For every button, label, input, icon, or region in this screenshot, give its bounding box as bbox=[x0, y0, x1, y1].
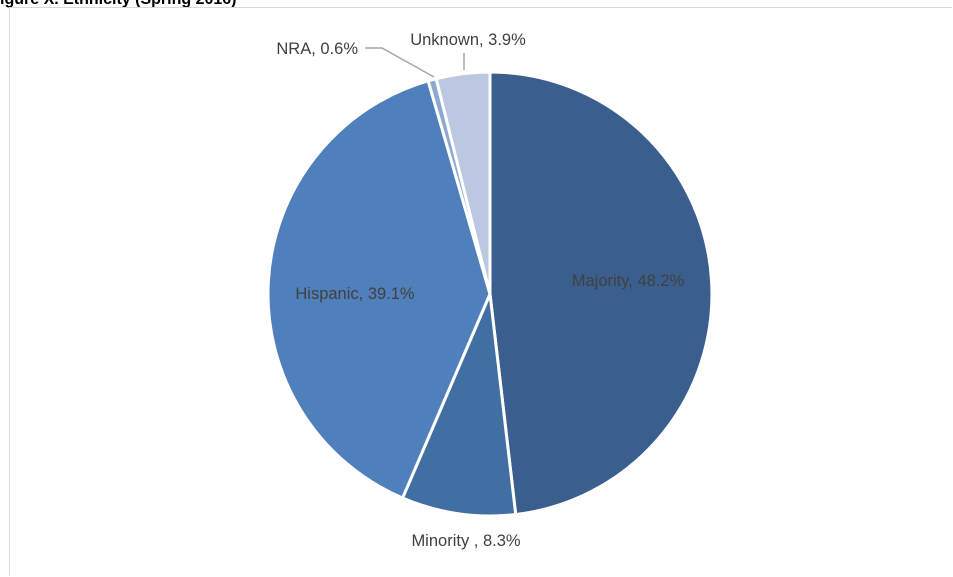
slice-label-5: Unknown, 3.9% bbox=[410, 31, 526, 49]
slice-label-1: Majority, 48.2% bbox=[572, 272, 685, 290]
pie-slices bbox=[266, 70, 714, 518]
slice-label-2: Minority , 8.3% bbox=[411, 532, 520, 550]
pie-slice-5 bbox=[434, 70, 492, 296]
leader-lines bbox=[365, 47, 465, 78]
leader-line-4 bbox=[365, 47, 435, 78]
slice-label-4: NRA, 0.6% bbox=[276, 40, 358, 58]
slice-label-3: Hispanic, 39.1% bbox=[295, 285, 415, 303]
pie-slice-1 bbox=[488, 70, 714, 516]
pie-slice-2 bbox=[401, 292, 518, 518]
chart-frame bbox=[9, 7, 952, 576]
figure-caption: igure X. Ethnicity (Spring 2016) bbox=[0, 0, 237, 9]
pie-slice-3 bbox=[266, 79, 492, 500]
slice-labels: Majority, 48.2% Minority , 8.3% Hispanic, … bbox=[276, 31, 684, 550]
